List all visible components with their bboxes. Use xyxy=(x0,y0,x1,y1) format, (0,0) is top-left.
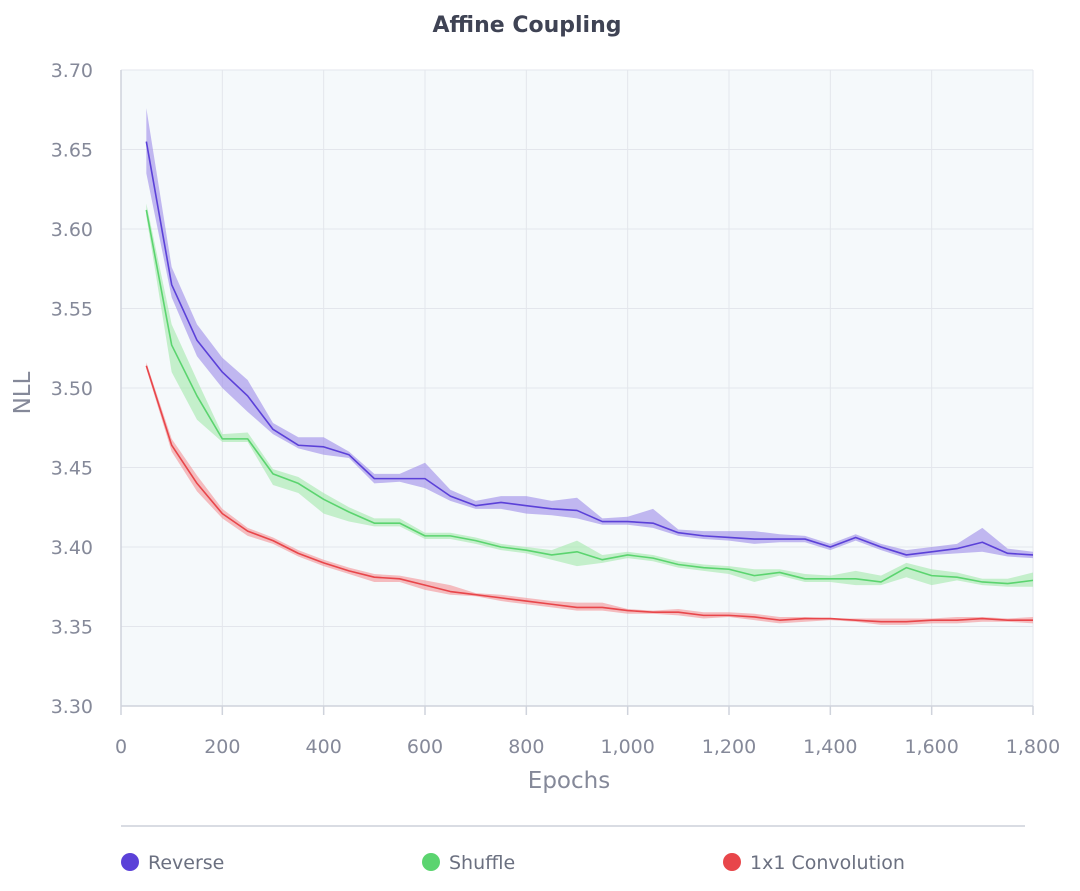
y-axis-label: NLL xyxy=(10,371,36,414)
tick-labels: 3.30 3.35 3.40 3.45 3.50 3.55 3.60 3.65 3.70 0 200… xyxy=(51,60,1061,758)
x-tick-label: 1,800 xyxy=(1006,736,1060,758)
series-lines xyxy=(145,141,1034,623)
x-tick-label: 1,400 xyxy=(803,736,857,758)
series-line-1 xyxy=(145,209,1034,585)
series-line-0 xyxy=(145,141,1034,556)
x-tick-label: 800 xyxy=(508,736,544,758)
x-tick-label: 400 xyxy=(306,736,342,758)
x-tick-label: 600 xyxy=(407,736,443,758)
legend: Reverse Shuffle 1x1 Convolution xyxy=(121,852,905,874)
x-tick-label: 1,000 xyxy=(600,736,654,758)
x-axis-label: Epochs xyxy=(528,768,610,794)
legend-label: Reverse xyxy=(148,852,224,874)
y-tick-label: 3.30 xyxy=(51,696,93,718)
legend-marker xyxy=(121,853,139,871)
y-tick-label: 3.55 xyxy=(51,299,93,321)
y-tick-label: 3.50 xyxy=(51,378,93,400)
y-tick-label: 3.40 xyxy=(51,537,93,559)
x-tick-label: 1,200 xyxy=(702,736,756,758)
y-tick-label: 3.65 xyxy=(51,140,93,162)
chart-title: Affine Coupling xyxy=(433,13,622,38)
legend-marker xyxy=(723,853,741,871)
legend-label: Shuffle xyxy=(449,852,515,874)
x-tick-label: 200 xyxy=(204,736,240,758)
x-tick-label: 1,600 xyxy=(904,736,958,758)
y-tick-label: 3.60 xyxy=(51,219,93,241)
axes xyxy=(120,70,1034,715)
legend-item-1[interactable]: Shuffle xyxy=(422,852,515,874)
legend-item-2[interactable]: 1x1 Convolution xyxy=(723,852,905,874)
legend-item-0[interactable]: Reverse xyxy=(121,852,224,874)
y-tick-label: 3.70 xyxy=(51,60,93,82)
legend-marker xyxy=(422,853,440,871)
legend-label: 1x1 Convolution xyxy=(750,852,905,874)
y-tick-label: 3.35 xyxy=(51,617,93,639)
y-tick-label: 3.45 xyxy=(51,458,93,480)
series-line-2 xyxy=(145,365,1033,623)
x-tick-label: 0 xyxy=(115,736,127,758)
